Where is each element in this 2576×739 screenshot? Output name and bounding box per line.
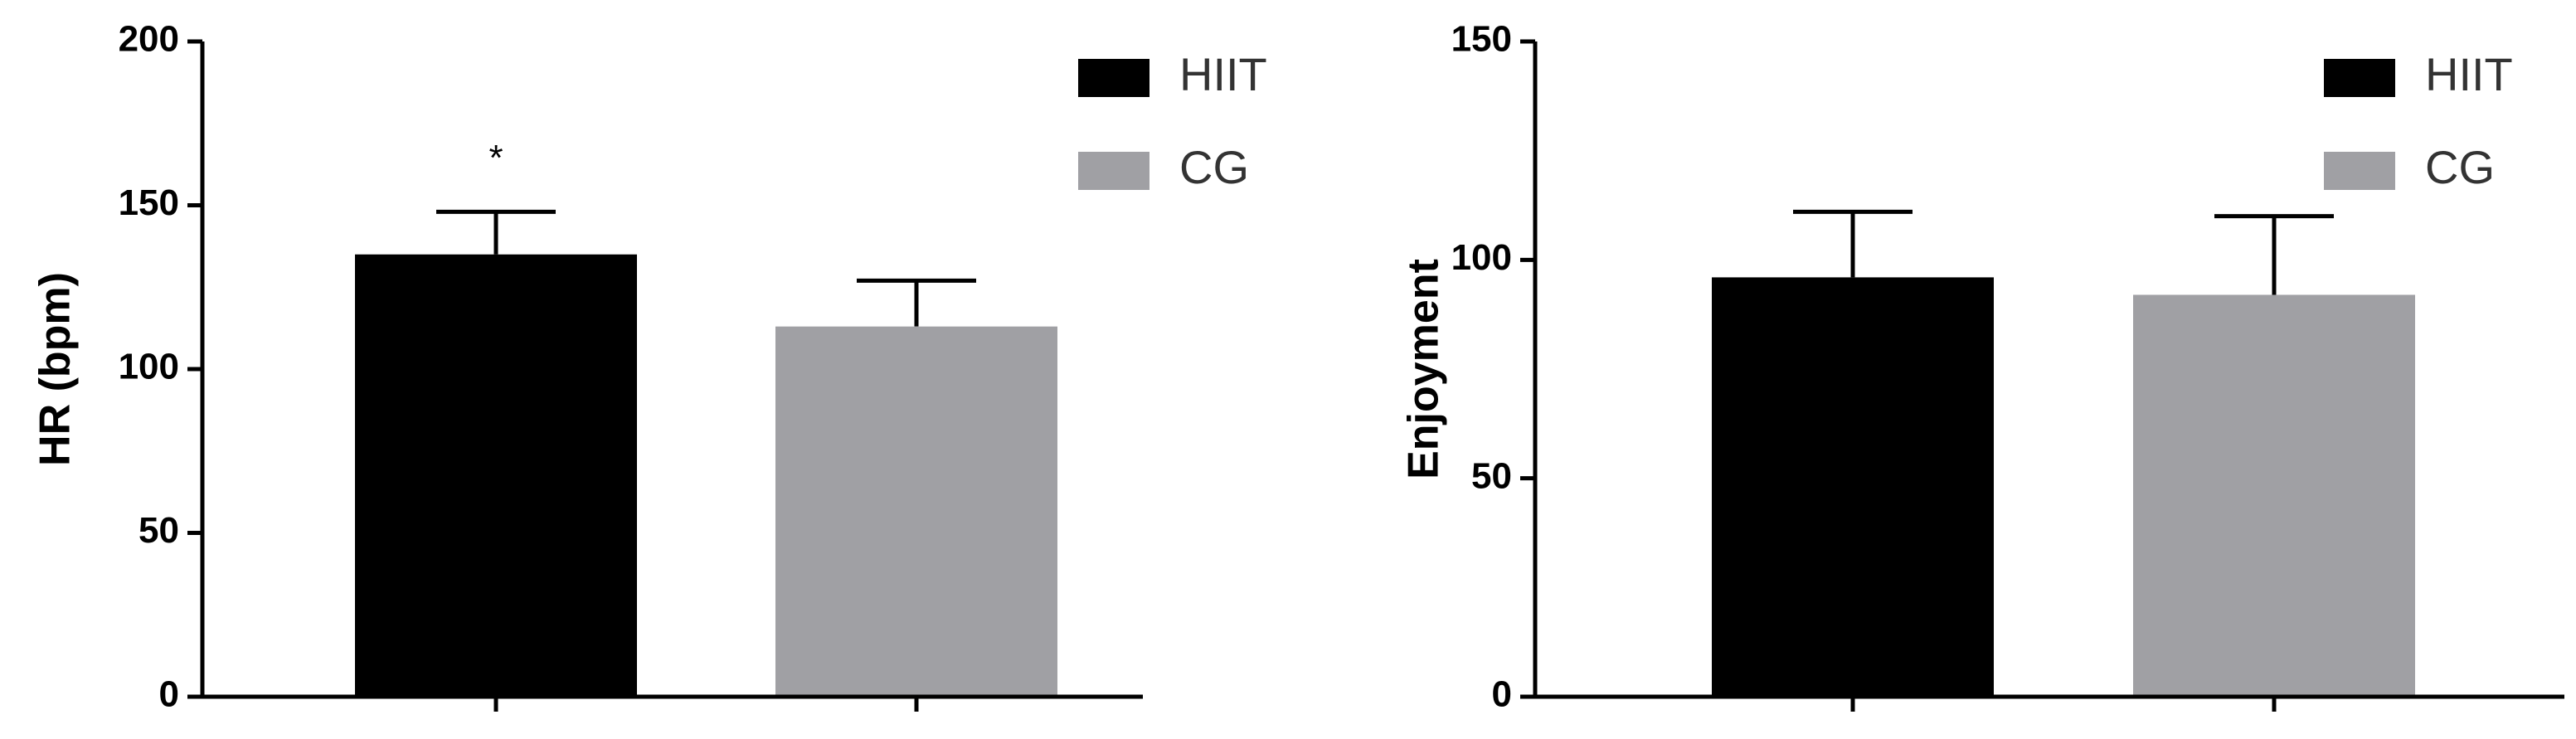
y-tick-label: 0 xyxy=(159,674,179,715)
y-tick-label: 150 xyxy=(119,182,179,223)
y-tick-label: 100 xyxy=(119,347,179,387)
legend-label: CG xyxy=(1179,141,1249,193)
legend-swatch xyxy=(1078,152,1149,190)
legend-label: HIIT xyxy=(1179,48,1267,100)
bar xyxy=(1712,277,1994,697)
y-tick-label: 50 xyxy=(1471,455,1512,496)
y-axis-label: Enjoyment xyxy=(1400,259,1448,479)
bar xyxy=(2133,294,2415,697)
legend-swatch xyxy=(1078,59,1149,97)
y-tick-label: 50 xyxy=(139,510,179,551)
legend-swatch xyxy=(2324,59,2395,97)
legend-label: CG xyxy=(2425,141,2495,193)
bar xyxy=(355,254,637,697)
y-tick-label: 0 xyxy=(1492,674,1512,715)
y-axis-label: HR (bpm) xyxy=(32,272,80,466)
legend-label: HIIT xyxy=(2425,48,2513,100)
bar xyxy=(775,326,1057,697)
legend-swatch xyxy=(2324,152,2395,190)
y-tick-label: 100 xyxy=(1451,237,1512,278)
annotation: * xyxy=(488,138,503,178)
y-tick-label: 150 xyxy=(1451,19,1512,60)
y-tick-label: 200 xyxy=(119,19,179,60)
